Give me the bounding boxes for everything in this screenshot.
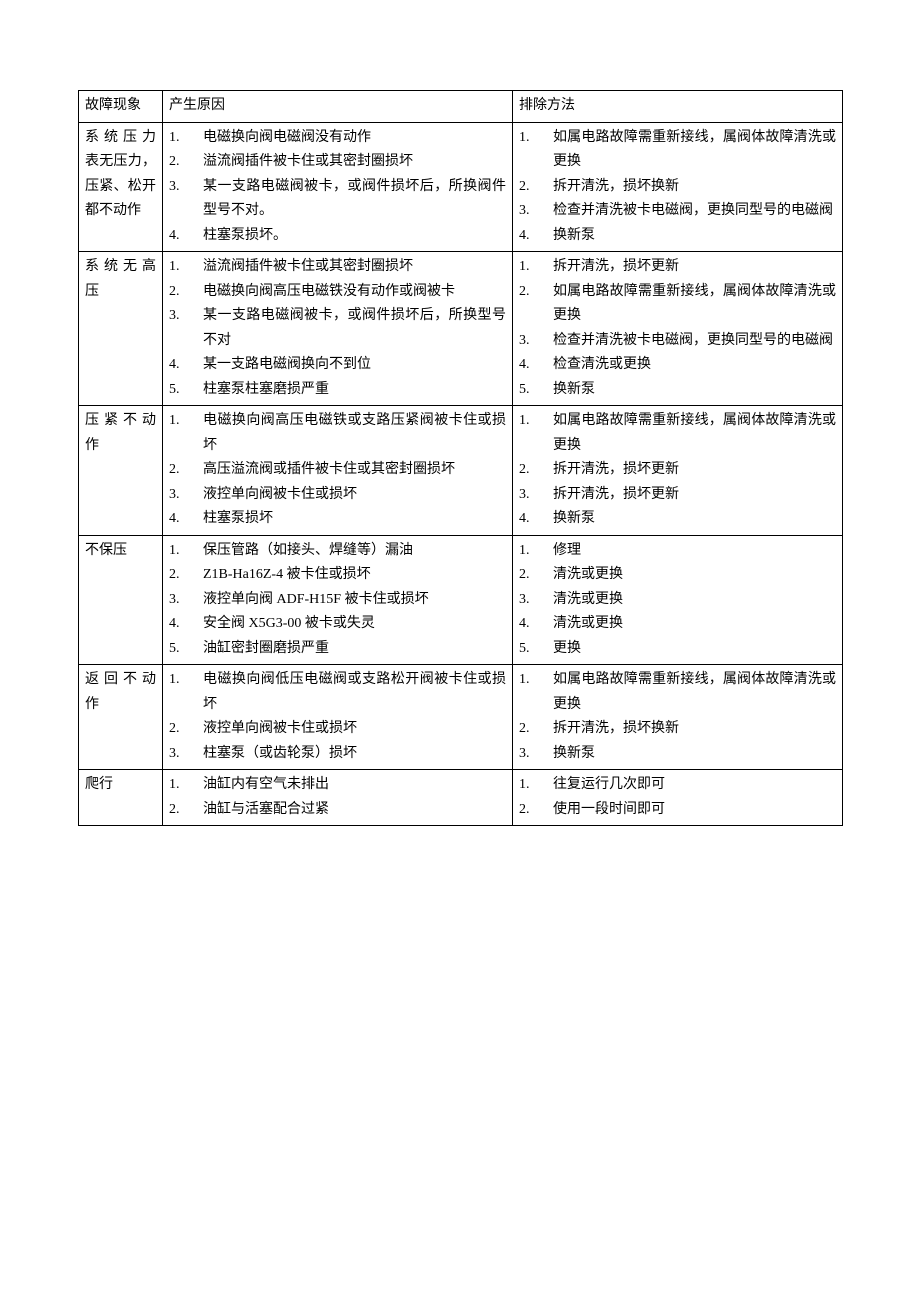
cause-item: 柱塞泵损坏 <box>169 507 506 532</box>
cause-item: 液控单向阀被卡住或损坏 <box>169 483 506 508</box>
header-solution: 排除方法 <box>513 91 843 123</box>
table-row: 返回不动作电磁换向阀低压电磁阀或支路松开阀被卡住或损坏液控单向阀被卡住或损坏柱塞… <box>79 665 843 770</box>
cause-cell: 溢流阀插件被卡住或其密封圈损坏电磁换向阀高压电磁铁没有动作或阀被卡某一支路电磁阀… <box>163 252 513 406</box>
solution-item: 换新泵 <box>519 224 836 249</box>
table-row: 压紧不动作电磁换向阀高压电磁铁或支路压紧阀被卡住或损坏高压溢流阀或插件被卡住或其… <box>79 406 843 536</box>
phenomenon-line: 返回不动 <box>85 668 156 693</box>
phenomenon-cell: 不保压 <box>79 535 163 665</box>
phenomenon-cell: 系统压力表无压力，压紧、松开都不动作 <box>79 122 163 252</box>
phenomenon-line: 作 <box>85 434 156 459</box>
cause-item: 柱塞泵（或齿轮泵）损坏 <box>169 742 506 767</box>
phenomenon-cell: 压紧不动作 <box>79 406 163 536</box>
cause-item: 油缸密封圈磨损严重 <box>169 637 506 662</box>
phenomenon-line: 系统压力 <box>85 126 156 151</box>
cause-item: 安全阀 X5G3-00 被卡或失灵 <box>169 612 506 637</box>
cause-item: 电磁换向阀电磁阀没有动作 <box>169 126 506 151</box>
solution-item: 使用一段时间即可 <box>519 798 836 823</box>
page: 故障现象 产生原因 排除方法 系统压力表无压力，压紧、松开都不动作电磁换向阀电磁… <box>0 0 920 1302</box>
cause-item: 溢流阀插件被卡住或其密封圈损坏 <box>169 255 506 280</box>
cause-item: 电磁换向阀高压电磁铁没有动作或阀被卡 <box>169 280 506 305</box>
cause-item: 溢流阀插件被卡住或其密封圈损坏 <box>169 150 506 175</box>
phenomenon-cell: 爬行 <box>79 770 163 826</box>
solution-item: 拆开清洗，损坏更新 <box>519 255 836 280</box>
cause-cell: 电磁换向阀高压电磁铁或支路压紧阀被卡住或损坏高压溢流阀或插件被卡住或其密封圈损坏… <box>163 406 513 536</box>
cause-item: 某一支路电磁阀换向不到位 <box>169 353 506 378</box>
solution-item: 换新泵 <box>519 378 836 403</box>
solution-item: 拆开清洗，损坏换新 <box>519 717 836 742</box>
solution-cell: 修理清洗或更换清洗或更换清洗或更换更换 <box>513 535 843 665</box>
solution-item: 清洗或更换 <box>519 563 836 588</box>
cause-cell: 保压管路（如接头、焊缝等）漏油Z1B-Ha16Z-4 被卡住或损坏液控单向阀 A… <box>163 535 513 665</box>
phenomenon-line: 不保压 <box>85 539 156 564</box>
cause-item: 液控单向阀 ADF-H15F 被卡住或损坏 <box>169 588 506 613</box>
fault-tbody: 系统压力表无压力，压紧、松开都不动作电磁换向阀电磁阀没有动作溢流阀插件被卡住或其… <box>79 122 843 826</box>
table-row: 不保压保压管路（如接头、焊缝等）漏油Z1B-Ha16Z-4 被卡住或损坏液控单向… <box>79 535 843 665</box>
solution-item: 如属电路故障需重新接线，属阀体故障清洗或更换 <box>519 126 836 175</box>
table-row: 系统无高压溢流阀插件被卡住或其密封圈损坏电磁换向阀高压电磁铁没有动作或阀被卡某一… <box>79 252 843 406</box>
cause-item: Z1B-Ha16Z-4 被卡住或损坏 <box>169 563 506 588</box>
table-row: 爬行油缸内有空气未排出油缸与活塞配合过紧往复运行几次即可使用一段时间即可 <box>79 770 843 826</box>
solution-cell: 如属电路故障需重新接线，属阀体故障清洗或更换拆开清洗，损坏换新检查并清洗被卡电磁… <box>513 122 843 252</box>
solution-item: 换新泵 <box>519 507 836 532</box>
solution-item: 检查清洗或更换 <box>519 353 836 378</box>
header-cause: 产生原因 <box>163 91 513 123</box>
solution-cell: 往复运行几次即可使用一段时间即可 <box>513 770 843 826</box>
phenomenon-line: 系统无高 <box>85 255 156 280</box>
phenomenon-line: 压紧、松开 <box>85 175 156 200</box>
solution-item: 如属电路故障需重新接线，属阀体故障清洗或更换 <box>519 280 836 329</box>
cause-item: 电磁换向阀低压电磁阀或支路松开阀被卡住或损坏 <box>169 668 506 717</box>
phenomenon-cell: 返回不动作 <box>79 665 163 770</box>
cause-cell: 电磁换向阀低压电磁阀或支路松开阀被卡住或损坏液控单向阀被卡住或损坏柱塞泵（或齿轮… <box>163 665 513 770</box>
solution-cell: 如属电路故障需重新接线，属阀体故障清洗或更换拆开清洗，损坏更新拆开清洗，损坏更新… <box>513 406 843 536</box>
cause-cell: 油缸内有空气未排出油缸与活塞配合过紧 <box>163 770 513 826</box>
cause-item: 高压溢流阀或插件被卡住或其密封圈损坏 <box>169 458 506 483</box>
solution-item: 拆开清洗，损坏更新 <box>519 458 836 483</box>
phenomenon-cell: 系统无高压 <box>79 252 163 406</box>
header-phenomenon: 故障现象 <box>79 91 163 123</box>
cause-item: 某一支路电磁阀被卡，或阀件损坏后，所换阀件型号不对。 <box>169 175 506 224</box>
cause-item: 电磁换向阀高压电磁铁或支路压紧阀被卡住或损坏 <box>169 409 506 458</box>
solution-item: 往复运行几次即可 <box>519 773 836 798</box>
cause-item: 某一支路电磁阀被卡，或阀件损坏后，所换型号不对 <box>169 304 506 353</box>
solution-item: 更换 <box>519 637 836 662</box>
solution-cell: 如属电路故障需重新接线，属阀体故障清洗或更换拆开清洗，损坏换新换新泵 <box>513 665 843 770</box>
solution-item: 如属电路故障需重新接线，属阀体故障清洗或更换 <box>519 668 836 717</box>
phenomenon-line: 压紧不动 <box>85 409 156 434</box>
header-row: 故障现象 产生原因 排除方法 <box>79 91 843 123</box>
cause-item: 液控单向阀被卡住或损坏 <box>169 717 506 742</box>
solution-item: 清洗或更换 <box>519 588 836 613</box>
table-row: 系统压力表无压力，压紧、松开都不动作电磁换向阀电磁阀没有动作溢流阀插件被卡住或其… <box>79 122 843 252</box>
phenomenon-line: 表无压力， <box>85 150 156 175</box>
solution-item: 换新泵 <box>519 742 836 767</box>
cause-item: 保压管路（如接头、焊缝等）漏油 <box>169 539 506 564</box>
phenomenon-line: 爬行 <box>85 773 156 798</box>
cause-item: 油缸与活塞配合过紧 <box>169 798 506 823</box>
solution-item: 拆开清洗，损坏换新 <box>519 175 836 200</box>
solution-item: 检查并清洗被卡电磁阀，更换同型号的电磁阀 <box>519 329 836 354</box>
solution-item: 检查并清洗被卡电磁阀，更换同型号的电磁阀 <box>519 199 836 224</box>
solution-item: 清洗或更换 <box>519 612 836 637</box>
phenomenon-line: 都不动作 <box>85 199 156 224</box>
solution-item: 拆开清洗，损坏更新 <box>519 483 836 508</box>
phenomenon-line: 压 <box>85 280 156 305</box>
cause-item: 油缸内有空气未排出 <box>169 773 506 798</box>
solution-item: 如属电路故障需重新接线，属阀体故障清洗或更换 <box>519 409 836 458</box>
solution-item: 修理 <box>519 539 836 564</box>
solution-cell: 拆开清洗，损坏更新如属电路故障需重新接线，属阀体故障清洗或更换检查并清洗被卡电磁… <box>513 252 843 406</box>
cause-item: 柱塞泵柱塞磨损严重 <box>169 378 506 403</box>
fault-table: 故障现象 产生原因 排除方法 系统压力表无压力，压紧、松开都不动作电磁换向阀电磁… <box>78 90 843 826</box>
phenomenon-line: 作 <box>85 693 156 718</box>
cause-cell: 电磁换向阀电磁阀没有动作溢流阀插件被卡住或其密封圈损坏某一支路电磁阀被卡，或阀件… <box>163 122 513 252</box>
cause-item: 柱塞泵损坏。 <box>169 224 506 249</box>
